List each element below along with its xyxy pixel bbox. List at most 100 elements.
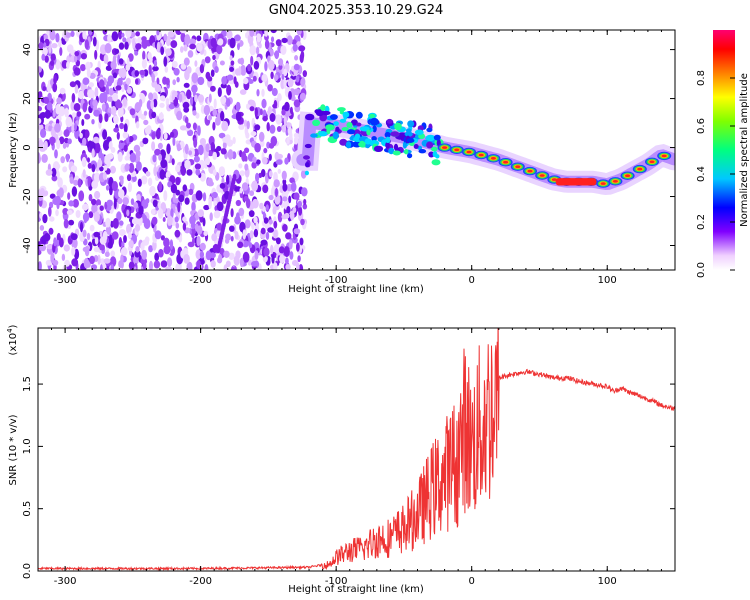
noise-speckle — [144, 126, 152, 135]
noise-speckle — [74, 248, 80, 260]
noise-speckle — [62, 207, 69, 215]
noise-speckle — [48, 227, 54, 235]
track-spot — [347, 129, 356, 135]
noise-speckle — [280, 45, 287, 55]
noise-speckle — [50, 60, 55, 66]
noise-speckle — [262, 156, 268, 165]
noise-speckle — [254, 250, 259, 260]
noise-speckle — [194, 223, 199, 232]
noise-speckle — [208, 93, 212, 103]
noise-speckle — [151, 216, 158, 226]
noise-speckle — [194, 60, 198, 67]
track-spot — [385, 136, 391, 143]
noise-speckle — [124, 83, 128, 91]
noise-speckle — [53, 237, 57, 247]
noise-speckle — [121, 32, 125, 38]
noise-speckle — [165, 77, 170, 86]
noise-speckle — [71, 246, 76, 256]
noise-speckle — [93, 211, 100, 223]
spectrogram-y-tick-label: -40 — [22, 237, 33, 253]
snr-x-tick-label: 0 — [469, 576, 475, 587]
noise-speckle — [184, 143, 189, 155]
noise-speckle — [203, 104, 211, 116]
noise-speckle — [292, 43, 298, 52]
noise-speckle — [54, 195, 61, 205]
noise-speckle — [262, 115, 268, 122]
noise-speckle — [195, 112, 200, 119]
noise-speckle — [213, 98, 217, 109]
noise-speckle — [244, 219, 251, 229]
noise-speckle — [249, 190, 255, 197]
noise-speckle — [258, 172, 263, 178]
noise-speckle — [255, 172, 260, 183]
noise-speckle — [130, 198, 135, 206]
noise-speckle — [226, 74, 234, 81]
noise-speckle — [226, 174, 230, 185]
noise-speckle — [94, 190, 101, 200]
noise-speckle — [191, 201, 196, 212]
noise-speckle — [63, 129, 70, 138]
noise-speckle — [102, 129, 108, 140]
noise-speckle — [196, 235, 201, 247]
noise-speckle — [299, 53, 304, 64]
noise-speckle — [270, 244, 274, 255]
noise-speckle — [159, 169, 166, 180]
noise-speckle — [166, 143, 171, 155]
spectrogram-heatmap — [38, 30, 675, 270]
noise-speckle — [78, 190, 85, 202]
noise-speckle — [150, 99, 154, 110]
noise-speckle — [172, 136, 176, 147]
noise-speckle — [249, 230, 254, 239]
noise-speckle — [103, 54, 109, 64]
noise-speckle — [277, 211, 283, 223]
noise-speckle — [226, 84, 232, 96]
noise-speckle — [113, 115, 119, 124]
noise-speckle — [259, 108, 263, 116]
noise-speckle — [281, 124, 287, 133]
noise-speckle — [112, 218, 119, 229]
noise-speckle — [89, 72, 96, 79]
noise-speckle — [163, 237, 170, 248]
noise-speckle — [192, 122, 197, 131]
spectrogram-y-tick-label: -20 — [22, 188, 33, 204]
noise-speckle — [255, 221, 259, 231]
noise-speckle — [244, 163, 249, 171]
noise-speckle — [284, 157, 289, 165]
track-blob-core — [600, 182, 606, 185]
track-spot — [310, 133, 318, 138]
spectrogram-y-axis: -40 -20 0 20 40 — [22, 43, 675, 254]
noise-speckle — [282, 224, 288, 232]
noise-speckle — [176, 76, 180, 83]
noise-speckle — [147, 177, 153, 187]
noise-speckle — [145, 171, 151, 177]
noise-speckle — [287, 126, 293, 136]
noise-speckle — [48, 125, 52, 132]
noise-speckle — [278, 246, 285, 254]
noise-speckle — [290, 74, 297, 80]
noise-speckle — [139, 92, 145, 99]
track-spot — [371, 136, 377, 142]
noise-speckle — [191, 231, 195, 239]
noise-speckle — [225, 260, 231, 268]
noise-speckle — [219, 60, 225, 66]
noise-speckle — [184, 34, 191, 46]
noise-speckle — [172, 192, 176, 204]
noise-speckle — [196, 35, 202, 42]
noise-speckle — [184, 69, 190, 81]
track-plateau — [555, 178, 597, 186]
spectrogram-x-axis: -300 -200 -100 0 100 — [37, 30, 676, 286]
noise-speckle — [122, 97, 128, 107]
noise-speckle — [116, 211, 122, 221]
track-blob-core — [661, 154, 667, 158]
noise-speckle — [126, 174, 132, 182]
noise-speckle — [218, 166, 226, 177]
noise-speckle — [254, 124, 261, 131]
noise-speckle — [248, 210, 255, 218]
noise-speckle — [87, 175, 91, 187]
noise-speckle — [99, 244, 105, 251]
svg-text:(x104): (x104) — [6, 324, 19, 355]
noise-speckle — [129, 108, 136, 116]
noise-speckle — [86, 68, 91, 78]
track-spot — [305, 162, 310, 168]
noise-speckle — [221, 76, 227, 85]
